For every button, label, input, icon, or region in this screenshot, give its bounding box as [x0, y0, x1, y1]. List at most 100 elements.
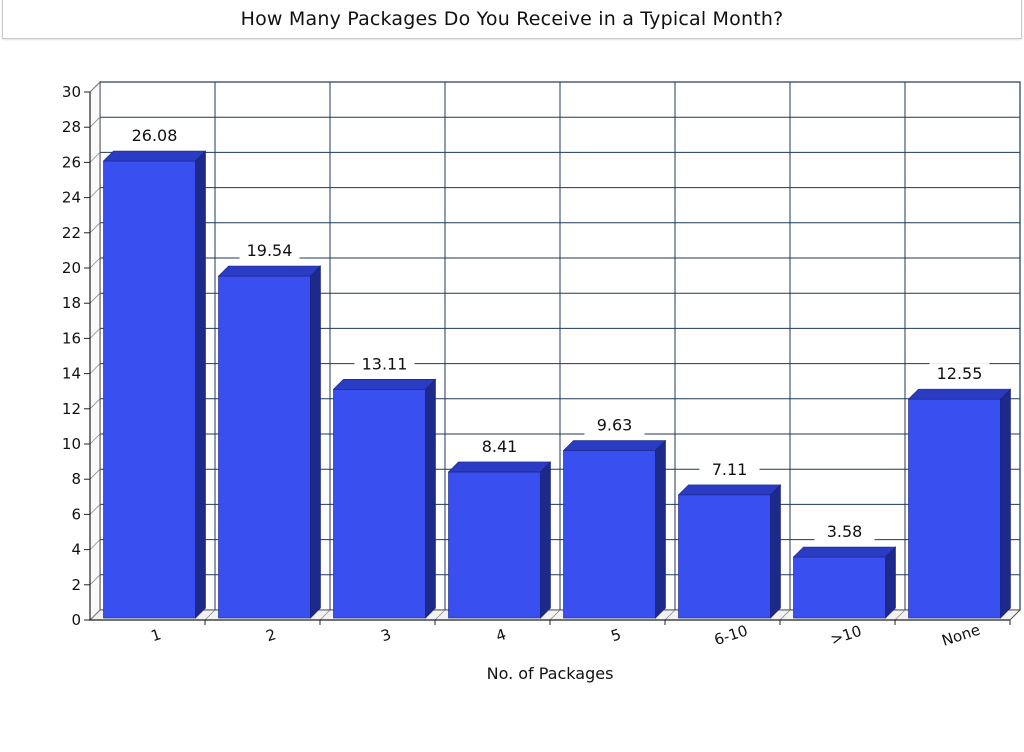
- side-gridline: [89, 152, 101, 163]
- bar: [333, 388, 426, 619]
- chart-title-bar: How Many Packages Do You Receive in a Ty…: [2, 0, 1022, 39]
- data-label: 3.58: [827, 522, 863, 541]
- bar-group: [562, 439, 667, 619]
- bar-top-face: [792, 546, 897, 558]
- floor-gridline: [319, 609, 331, 621]
- y-tick-label: 0: [71, 611, 81, 629]
- bar-top-face: [102, 150, 207, 162]
- x-tick-label: 4: [494, 625, 509, 645]
- side-gridline: [89, 328, 101, 339]
- data-label: 7.11: [712, 460, 748, 479]
- data-label-bg: [124, 124, 185, 147]
- side-gridline: [89, 222, 101, 234]
- side-gridline: [89, 504, 101, 515]
- data-label: 12.55: [937, 364, 983, 383]
- side-gridline: [89, 539, 101, 550]
- bar-side-face: [310, 265, 321, 619]
- bar: [563, 450, 656, 619]
- bar-top-face: [447, 461, 552, 473]
- side-gridline: [89, 292, 101, 304]
- chart-title: How Many Packages Do You Receive in a Ty…: [240, 8, 784, 30]
- data-label: 13.11: [362, 354, 408, 373]
- bar-side-face: [1000, 388, 1011, 619]
- side-gridline: [89, 398, 101, 410]
- side-gridline: [89, 257, 101, 269]
- bar-group: [102, 150, 207, 619]
- data-label-bg: [814, 520, 875, 543]
- x-tick-label: 3: [379, 625, 394, 645]
- data-label-bg: [929, 363, 990, 386]
- x-tick-label: 5: [609, 625, 624, 645]
- x-axis-title: No. of Packages: [487, 664, 614, 683]
- y-tick-label: 30: [62, 83, 81, 101]
- x-tick-label: 2: [264, 625, 279, 645]
- y-tick-label: 24: [62, 189, 81, 207]
- bar-side-face: [425, 378, 436, 619]
- y-tick-label: 12: [62, 400, 81, 418]
- x-tick-label: >10: [828, 622, 864, 649]
- bar-group: [907, 388, 1012, 619]
- y-tick-label: 18: [62, 294, 81, 312]
- y-tick-label: 26: [62, 153, 81, 171]
- label-layer: 02468101214161820222426283026.08119.5421…: [62, 83, 990, 650]
- data-label: 26.08: [132, 126, 178, 145]
- bar-top-face: [332, 378, 437, 390]
- bar-side-face: [770, 484, 781, 619]
- bar: [793, 556, 886, 619]
- data-label: 9.63: [597, 416, 633, 435]
- bar-group: [447, 461, 552, 619]
- bar-layer: [102, 150, 1012, 619]
- floor-gridline: [434, 609, 446, 621]
- floor-gridline: [664, 609, 676, 621]
- data-label-bg: [699, 458, 760, 481]
- y-tick-label: 16: [62, 329, 81, 347]
- bar-group: [677, 484, 782, 619]
- axis-layer: [84, 91, 1011, 625]
- bar: [678, 494, 771, 619]
- bar-top-face: [217, 265, 322, 277]
- x-tick-label: 6-10: [712, 621, 750, 649]
- bar-group: [217, 265, 322, 619]
- floor-gridline: [894, 609, 906, 621]
- bar-side-face: [655, 439, 666, 619]
- data-label: 8.41: [482, 437, 518, 456]
- side-gridline: [89, 116, 101, 128]
- y-tick-label: 4: [71, 541, 81, 559]
- side-gridline: [89, 81, 101, 93]
- bar-top-face: [677, 484, 782, 496]
- bar-top-face: [562, 440, 667, 451]
- y-tick-label: 10: [62, 435, 81, 453]
- floor-gridline: [204, 609, 216, 621]
- data-label-bg: [239, 240, 300, 263]
- data-label-bg: [354, 353, 415, 376]
- side-gridline: [89, 363, 101, 374]
- x-tick-label: None: [940, 621, 983, 650]
- y-tick-label: 20: [62, 259, 81, 277]
- side-gridline: [89, 433, 101, 445]
- bar-side-face: [195, 150, 206, 619]
- y-tick-label: 8: [71, 470, 81, 488]
- y-tick-label: 2: [71, 576, 81, 594]
- bar: [218, 275, 311, 619]
- bar-side-face: [540, 461, 551, 619]
- floor-gridline: [549, 609, 561, 621]
- data-label: 19.54: [247, 241, 293, 260]
- bar: [448, 471, 541, 619]
- y-tick-label: 6: [71, 505, 81, 523]
- chart-left-wall: [89, 80, 101, 622]
- y-tick-label: 14: [62, 365, 81, 383]
- bar: [908, 398, 1001, 619]
- bar-side-face: [885, 546, 896, 619]
- y-tick-label: 28: [62, 118, 81, 136]
- x-tick-label: 1: [149, 625, 164, 645]
- bar-top-face: [907, 388, 1012, 400]
- side-gridline: [89, 468, 101, 480]
- floor-gridline: [779, 609, 791, 621]
- side-gridline: [89, 574, 101, 586]
- side-gridline: [89, 609, 101, 621]
- data-label-bg: [469, 435, 530, 458]
- bar-group: [332, 378, 437, 619]
- bar-group: [792, 546, 897, 619]
- y-tick-label: 22: [62, 224, 81, 242]
